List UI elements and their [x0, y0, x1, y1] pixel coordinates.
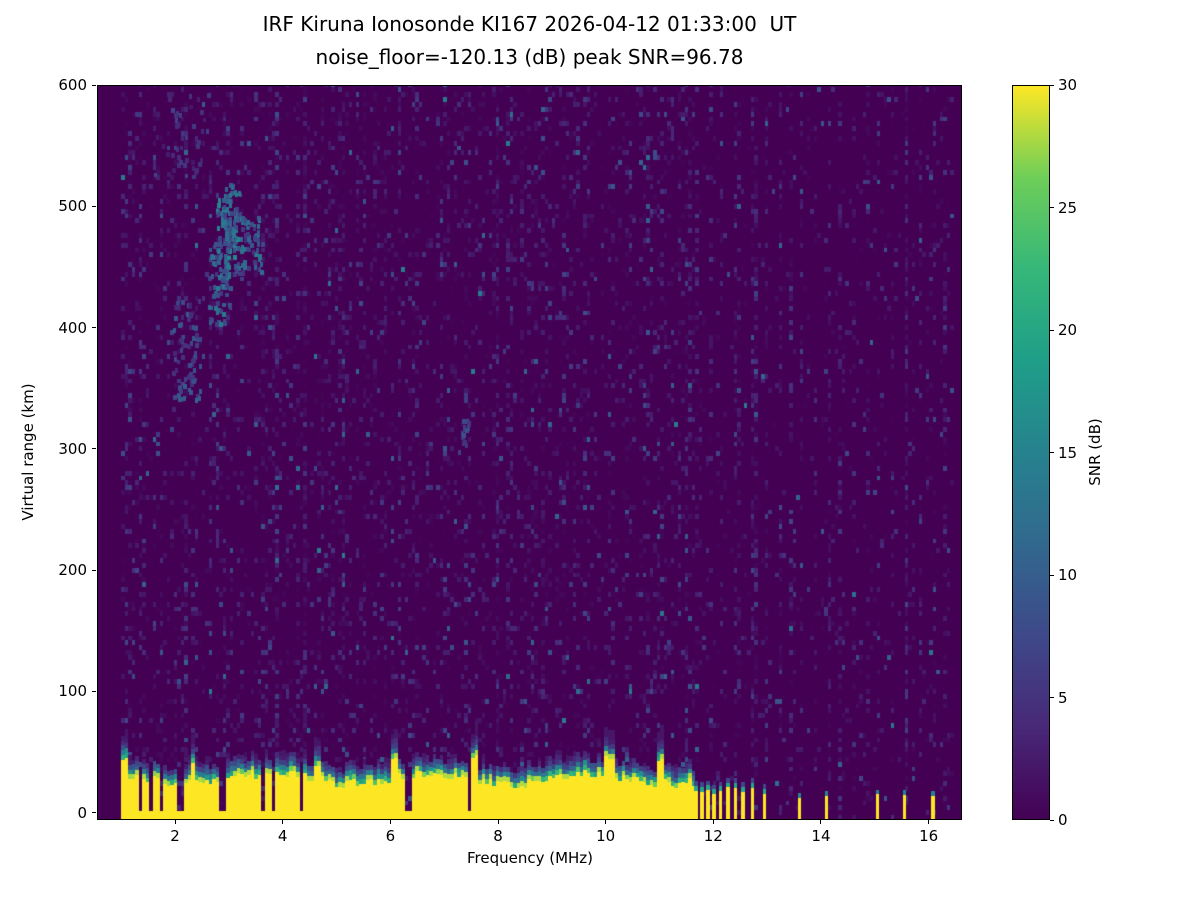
x-tick-mark [282, 820, 284, 824]
colorbar-tick-mark [1050, 84, 1054, 86]
y-tick-mark [92, 205, 96, 207]
x-tick-label: 12 [703, 827, 723, 845]
x-axis-label: Frequency (MHz) [466, 849, 594, 867]
y-tick-mark [92, 448, 96, 450]
colorbar-tick-label: 30 [1058, 76, 1078, 94]
x-tick-mark [712, 820, 714, 824]
colorbar-tick-mark [1050, 574, 1054, 576]
y-tick-mark [92, 569, 96, 571]
colorbar-tick-label: 25 [1058, 198, 1078, 217]
x-tick-label: 4 [277, 827, 288, 845]
colorbar-tick-mark [1050, 697, 1054, 698]
x-tick-label: 6 [385, 827, 396, 845]
x-tick-mark [174, 820, 176, 824]
y-tick-label: 500 [58, 197, 87, 216]
colorbar-tick-label: 5 [1058, 688, 1068, 707]
x-tick-label: 2 [170, 827, 180, 845]
y-tick-label: 300 [58, 439, 87, 458]
x-tick-label: 14 [811, 827, 831, 845]
colorbar [1012, 85, 1050, 820]
y-axis-label: Virtual range (km) [19, 383, 37, 521]
colorbar-tick-mark [1050, 329, 1054, 331]
colorbar-label: SNR (dB) [1086, 418, 1104, 486]
colorbar-tick-label: 0 [1058, 811, 1068, 829]
y-tick-mark [92, 84, 96, 86]
y-tick-label: 400 [58, 318, 87, 337]
chart-title: IRF Kiruna Ionosonde KI167 2026-04-12 01… [262, 12, 797, 36]
x-tick-mark [497, 820, 499, 824]
y-tick-label: 600 [58, 76, 87, 94]
colorbar-tick-mark [1050, 819, 1054, 821]
x-tick-label: 16 [919, 827, 939, 845]
x-tick-label: 10 [596, 827, 616, 845]
x-tick-mark [928, 820, 930, 824]
y-tick-mark [92, 327, 96, 329]
colorbar-tick-mark [1050, 452, 1054, 453]
x-tick-mark [605, 820, 607, 824]
ionogram-heatmap [97, 85, 962, 820]
x-tick-mark [389, 820, 391, 824]
colorbar-tick-mark [1050, 207, 1054, 208]
y-tick-mark [92, 812, 96, 814]
x-tick-mark [820, 820, 822, 824]
y-tick-label: 100 [58, 682, 87, 701]
y-tick-mark [92, 690, 96, 692]
x-tick-label: 8 [493, 827, 503, 845]
y-tick-label: 0 [77, 803, 87, 822]
y-tick-label: 200 [58, 561, 87, 580]
chart-subtitle: noise_floor=-120.13 (dB) peak SNR=96.78 [315, 45, 744, 69]
